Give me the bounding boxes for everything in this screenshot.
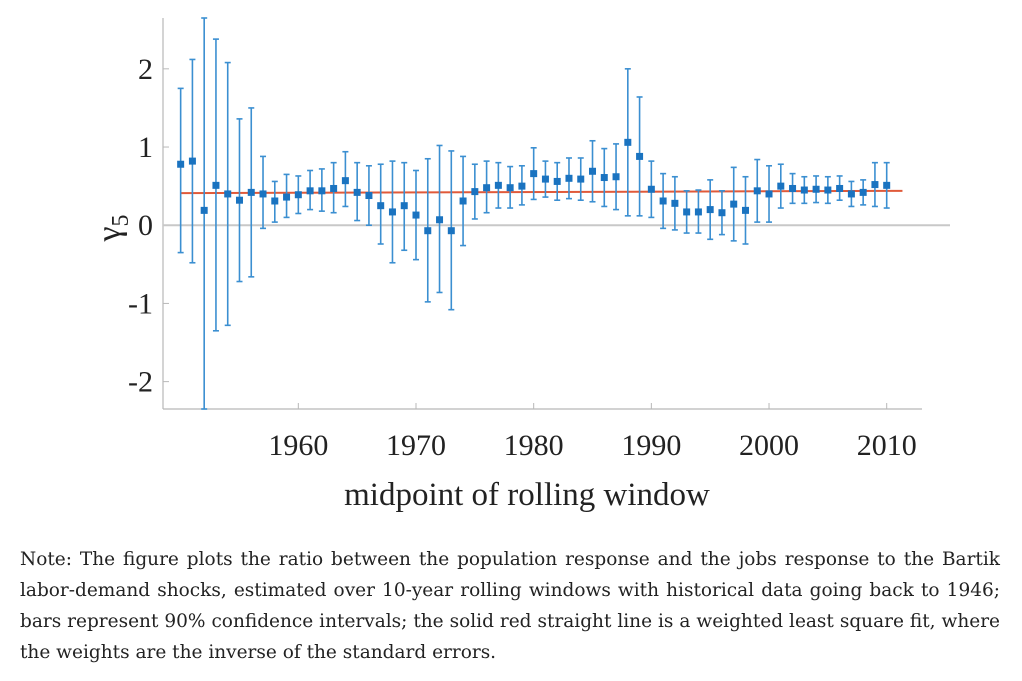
data-point [847, 190, 855, 198]
y-axis-label-subscript: 5 [108, 214, 134, 226]
x-tick-label: 1960 [268, 429, 328, 462]
data-point [294, 191, 302, 199]
data-point [683, 208, 691, 216]
x-tick-label: 1970 [386, 429, 446, 462]
data-point [259, 190, 267, 198]
data-point [800, 186, 808, 194]
data-point [565, 174, 573, 182]
data-point [400, 202, 408, 210]
y-tick-label: -2 [128, 366, 153, 399]
data-point [859, 188, 867, 196]
y-axis-label: γ5 [91, 214, 134, 242]
data-point [412, 211, 420, 219]
data-point [612, 173, 620, 181]
data-point [306, 187, 314, 195]
data-point [436, 216, 444, 224]
data-point [447, 227, 455, 235]
data-point [353, 188, 361, 196]
y-tick-label: -1 [128, 287, 153, 320]
data-point [871, 181, 879, 189]
data-point [188, 157, 196, 165]
axes [162, 18, 922, 410]
data-point [212, 181, 220, 189]
data-point [883, 181, 891, 189]
data-point [812, 185, 820, 193]
data-point [765, 190, 773, 198]
data-point [824, 186, 832, 194]
data-point [494, 181, 502, 189]
data-point [318, 187, 326, 195]
data-point [506, 184, 514, 192]
x-tick-label: 2010 [857, 429, 917, 462]
x-axis-label: midpoint of rolling window [344, 477, 710, 513]
svg-text:γ5: γ5 [91, 214, 134, 242]
data-point [483, 184, 491, 192]
y-tick-label: 0 [138, 209, 153, 242]
data-point [718, 209, 726, 217]
data-point [706, 206, 714, 214]
data-point [341, 177, 349, 185]
data-point [789, 184, 797, 192]
data-point [365, 192, 373, 200]
x-tick-label: 1990 [621, 429, 681, 462]
y-axis-label-symbol: γ [91, 226, 128, 242]
data-point [530, 170, 538, 178]
y-tick-label: 1 [138, 131, 153, 164]
chart-svg: 2 1 0 -1 -2 1960 1970 1980 1990 2000 2010 midpoint… [91, 17, 950, 513]
x-tick-label: 1980 [504, 429, 564, 462]
data-point [694, 208, 702, 216]
data-point [177, 160, 185, 168]
data-point [200, 206, 208, 214]
data-point [388, 208, 396, 216]
data-point [283, 193, 291, 201]
data-point [647, 185, 655, 193]
data-point [271, 197, 279, 205]
data-point [659, 197, 667, 205]
y-tick-label: 2 [138, 53, 153, 86]
data-point [671, 199, 679, 207]
data-point [235, 196, 243, 204]
data-points [177, 138, 891, 235]
chart: 2 1 0 -1 -2 1960 1970 1980 1990 2000 2010 midpoint… [91, 17, 950, 513]
data-point [836, 184, 844, 192]
figure-note: Note: The figure plots the ratio between… [20, 549, 1000, 663]
data-point [777, 182, 785, 190]
data-point [459, 197, 467, 205]
x-tick-label: 2000 [739, 429, 799, 462]
data-point [518, 182, 526, 190]
data-point [330, 184, 338, 192]
data-point [636, 152, 644, 160]
data-point [224, 190, 232, 198]
tick-labels: 2 1 0 -1 -2 1960 1970 1980 1990 2000 2010 [128, 53, 917, 462]
data-point [541, 175, 549, 183]
data-point [247, 188, 255, 196]
data-point [577, 175, 585, 183]
data-point [624, 138, 632, 146]
data-point [741, 206, 749, 214]
data-point [730, 200, 738, 208]
data-point [377, 202, 385, 210]
data-point [553, 177, 561, 185]
data-point [424, 227, 432, 235]
data-point [753, 187, 761, 195]
data-point [471, 188, 479, 196]
data-point [600, 174, 608, 182]
data-point [589, 167, 597, 175]
error-bars [177, 17, 890, 410]
